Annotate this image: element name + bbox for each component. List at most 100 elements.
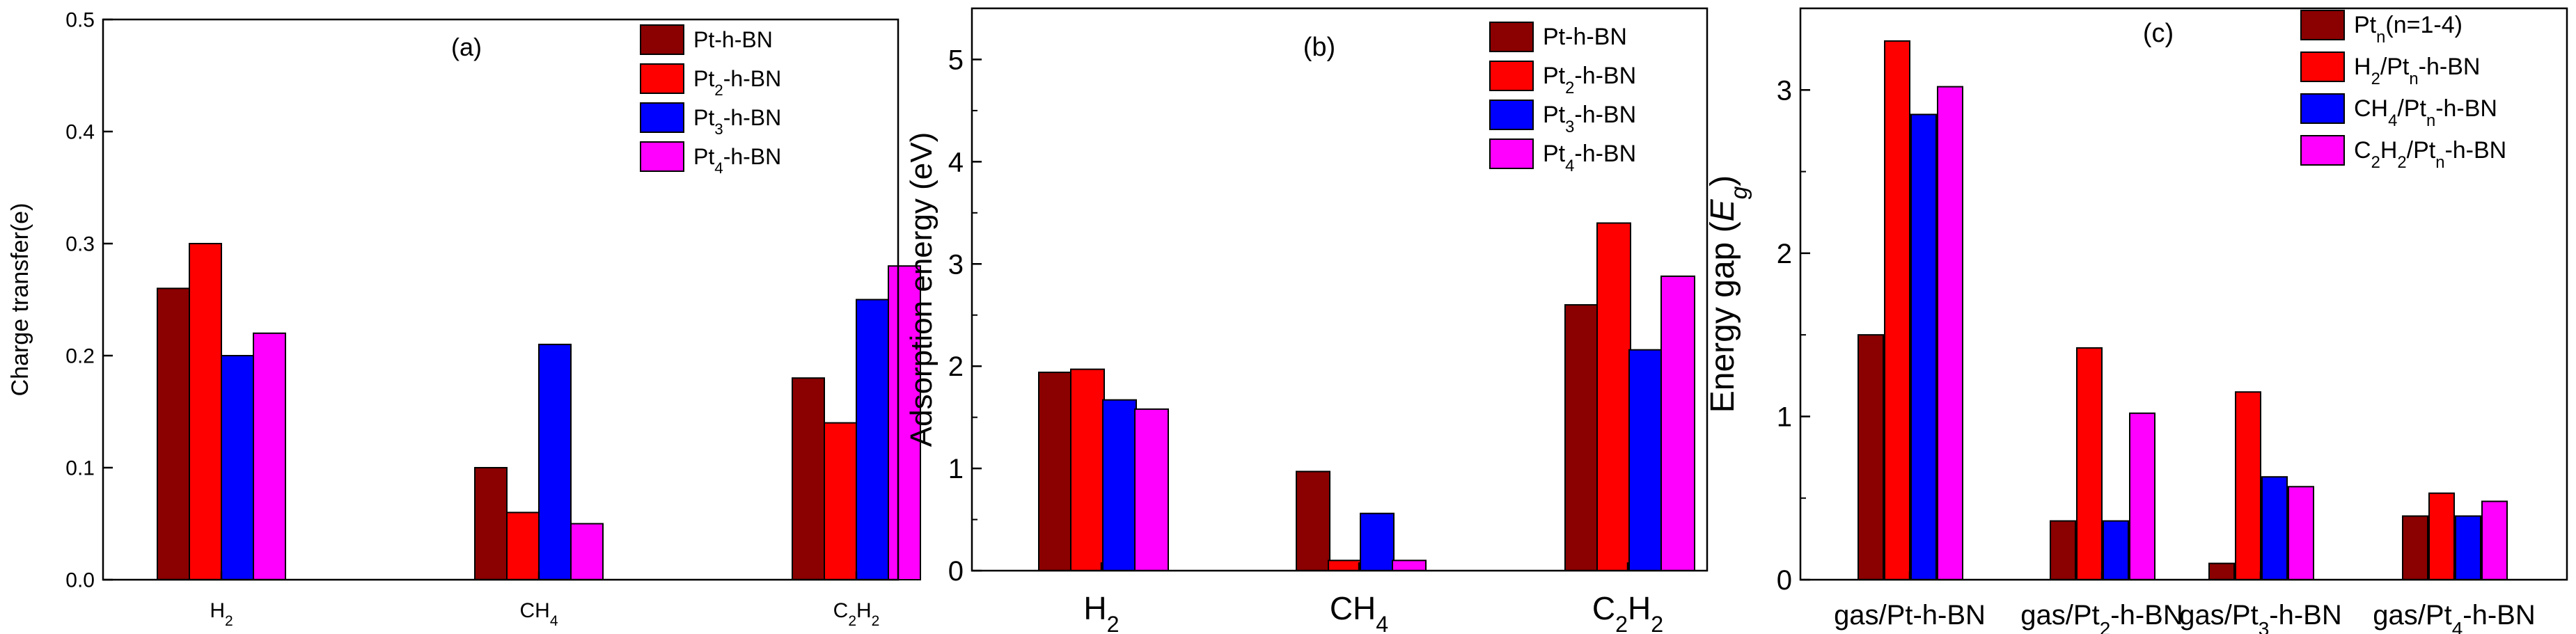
legend-item: Pt2-h-BN xyxy=(640,63,781,99)
legend-item: H2/Ptn-h-BN xyxy=(2300,51,2480,88)
x-category-label: C2H2 xyxy=(1592,590,1663,634)
legend-label: Pt4-h-BN xyxy=(693,144,781,177)
bar-3-3 xyxy=(2261,476,2288,580)
bar-1-1 xyxy=(1038,371,1073,571)
y-tick-label: 0.3 xyxy=(65,233,95,256)
legend-item: Pt-h-BN xyxy=(1489,22,1627,52)
bar-1-4 xyxy=(2402,515,2428,581)
legend-label: C2H2/Ptn-h-BN xyxy=(2354,137,2506,172)
bar-3-2 xyxy=(1360,512,1395,571)
y-tick-label: 3 xyxy=(948,249,964,280)
legend-label: Pt3-h-BN xyxy=(1543,102,1636,136)
bar-2-4 xyxy=(2428,492,2455,580)
bar-4-3 xyxy=(1660,275,1695,571)
x-category-label: gas/Pt3-h-BN xyxy=(2179,600,2341,634)
x-category-label: CH4 xyxy=(519,599,558,629)
legend-item: Pt3-h-BN xyxy=(1489,100,1636,136)
legend-swatch xyxy=(2300,51,2345,82)
bar-4-2 xyxy=(570,523,604,580)
bar-3-1 xyxy=(221,355,254,580)
y-tick-label: 0.5 xyxy=(65,9,95,32)
legend-item: Ptn(n=1-4) xyxy=(2300,10,2463,47)
bar-2-2 xyxy=(1328,560,1362,571)
legend-label: H2/Ptn-h-BN xyxy=(2354,54,2480,88)
bar-2-1 xyxy=(1070,368,1105,572)
legend-swatch xyxy=(1489,100,1534,130)
bar-3-2 xyxy=(2103,520,2129,580)
bar-4-1 xyxy=(1134,408,1169,571)
x-category-label: gas/Pt-h-BN xyxy=(1834,600,1986,631)
legend-item: Pt4-h-BN xyxy=(1489,138,1636,175)
bar-4-3 xyxy=(888,265,921,580)
bar-2-2 xyxy=(506,512,540,581)
y-axis-label: Energy gap (Eg) xyxy=(1704,175,1752,413)
y-tick-label: 0.4 xyxy=(65,121,95,144)
bar-2-2 xyxy=(2076,347,2103,580)
bar-1-2 xyxy=(474,467,508,580)
y-tick-label: 2 xyxy=(1777,239,1792,269)
legend-label: Pt-h-BN xyxy=(693,27,773,52)
legend-item: Pt4-h-BN xyxy=(640,141,781,177)
legend-item: Pt3-h-BN xyxy=(640,102,781,138)
panel-label: (c) xyxy=(2143,19,2174,48)
x-category-label: gas/Pt4-h-BN xyxy=(2373,600,2535,634)
bar-2-3 xyxy=(824,422,857,580)
bar-4-2 xyxy=(2129,412,2155,580)
x-category-label: H2 xyxy=(210,599,233,629)
legend-swatch xyxy=(1489,138,1534,169)
panel-label: (a) xyxy=(451,33,482,61)
legend-label: Pt3-h-BN xyxy=(693,105,781,138)
bar-3-1 xyxy=(1910,113,1937,580)
y-tick-label: 2 xyxy=(948,351,964,382)
bar-1-3 xyxy=(2208,562,2235,580)
y-tick-label: 3 xyxy=(1777,75,1792,106)
bar-1-1 xyxy=(1858,334,1884,580)
y-tick-label: 5 xyxy=(948,45,964,75)
panel-label: (b) xyxy=(1303,33,1335,62)
bar-2-3 xyxy=(2235,391,2261,580)
bar-4-4 xyxy=(2481,500,2508,580)
chart-panel-2: 0 1 2 3 4 5 H2 CH4 C2H2 (b) Adsorption energy (eV)… xyxy=(904,7,1709,634)
legend-label: CH4/Ptn-h-BN xyxy=(2354,95,2497,130)
y-tick-label: 1 xyxy=(948,454,964,484)
legend-item: Pt-h-BN xyxy=(640,24,773,55)
legend-swatch xyxy=(640,63,684,94)
legend-label: Pt4-h-BN xyxy=(1543,141,1636,175)
bar-2-1 xyxy=(1884,40,1910,580)
x-category-label: C2H2 xyxy=(833,599,880,629)
x-category-label: CH4 xyxy=(1330,590,1388,634)
legend-swatch xyxy=(1489,61,1534,91)
legend-swatch xyxy=(2300,135,2345,166)
legend-item: Pt2-h-BN xyxy=(1489,61,1636,97)
bar-4-2 xyxy=(1392,560,1427,571)
y-axis-label: Adsorption energy (eV) xyxy=(904,132,938,447)
legend-swatch xyxy=(640,141,684,172)
y-tick-label: 0.2 xyxy=(65,345,95,368)
bar-3-2 xyxy=(538,343,572,580)
legend-swatch xyxy=(2300,10,2345,40)
bar-1-3 xyxy=(792,377,825,580)
legend-label: Pt2-h-BN xyxy=(1543,63,1636,97)
legend-swatch xyxy=(1489,22,1534,52)
y-tick-label: 0.0 xyxy=(65,569,95,592)
chart-panel-1: 0.0 0.1 0.2 0.3 0.4 0.5 H2 CH4 C2H2 (a) Charge tra… xyxy=(7,9,921,629)
bar-3-3 xyxy=(1628,349,1663,571)
bar-4-1 xyxy=(253,332,286,580)
bar-3-1 xyxy=(1102,399,1137,571)
bar-1-2 xyxy=(1296,470,1330,571)
bar-3-4 xyxy=(2455,515,2481,581)
y-axis-label: Charge transfer(e) xyxy=(7,203,33,397)
bar-2-3 xyxy=(1596,222,1631,571)
bar-4-3 xyxy=(2288,486,2314,581)
legend-swatch xyxy=(640,102,684,133)
plot-frame xyxy=(1799,7,2568,581)
x-category-label: H2 xyxy=(1083,590,1119,634)
y-tick-label: 0.1 xyxy=(65,457,95,480)
y-tick-label: 4 xyxy=(948,147,964,177)
y-tick-label: 0 xyxy=(1777,565,1792,596)
legend-label: Pt2-h-BN xyxy=(693,66,781,99)
legend-item: C2H2/Ptn-h-BN xyxy=(2300,135,2506,172)
legend-swatch xyxy=(640,24,684,55)
legend-label: Pt-h-BN xyxy=(1543,24,1627,50)
